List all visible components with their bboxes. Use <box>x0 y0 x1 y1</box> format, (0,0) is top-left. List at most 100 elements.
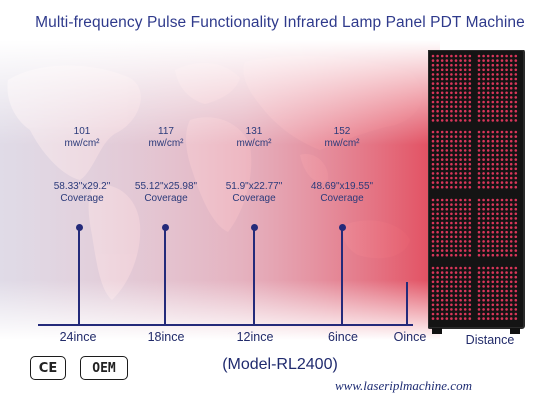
led-dot <box>491 203 495 206</box>
led-dot <box>482 221 485 225</box>
led-dot <box>482 59 485 62</box>
led-dot <box>496 207 499 211</box>
led-dot <box>505 212 508 216</box>
led-dot <box>486 203 490 206</box>
led-dot <box>486 317 490 320</box>
led-dot <box>496 135 499 138</box>
led-dot <box>431 144 435 148</box>
led-dot <box>440 240 444 243</box>
coverage-size: 58.33"x29.2" <box>53 181 111 192</box>
led-dot <box>486 294 490 297</box>
led-dot <box>431 317 435 320</box>
led-dot <box>477 240 481 243</box>
led-dot <box>454 114 458 118</box>
led-dot <box>477 153 481 157</box>
led-dot <box>454 266 458 270</box>
led-dot <box>509 158 513 161</box>
led-dot <box>454 176 458 180</box>
led-dot <box>509 308 513 311</box>
led-dot <box>496 73 499 76</box>
led-dot <box>514 298 518 302</box>
led-dot <box>459 285 462 288</box>
led-dot <box>436 181 439 184</box>
led-dot <box>450 63 453 67</box>
led-dot <box>440 114 444 118</box>
led-dot <box>436 59 439 62</box>
led-dot <box>491 162 495 166</box>
led-dot <box>431 285 435 288</box>
led-dot <box>482 181 485 184</box>
led-dot <box>482 63 485 67</box>
led-dot <box>491 86 495 90</box>
marker-dot-18 <box>162 224 169 231</box>
led-dot <box>454 172 458 175</box>
led-dot <box>491 100 495 104</box>
led-dot <box>491 294 495 297</box>
led-dot <box>505 185 508 189</box>
led-dot <box>482 162 485 166</box>
led-dot <box>482 235 485 239</box>
led-dot <box>491 68 495 72</box>
led-dot <box>450 294 453 297</box>
led-dot <box>436 109 439 113</box>
led-dot <box>440 303 444 307</box>
led-dot <box>491 230 495 234</box>
led-dot <box>445 235 449 239</box>
led-dot <box>440 230 444 234</box>
led-dot <box>436 96 439 99</box>
led-dot <box>454 96 458 99</box>
led-dot <box>468 312 472 316</box>
led-dot <box>468 158 472 161</box>
coverage-size: 51.9"x22.77" <box>225 181 283 192</box>
led-dot <box>496 203 499 206</box>
led-dot <box>468 105 472 108</box>
led-dot <box>440 105 444 108</box>
led-dot <box>477 135 481 138</box>
led-dot <box>500 217 504 220</box>
led-dot <box>445 303 449 307</box>
led-dot <box>496 275 499 279</box>
led-dot <box>454 158 458 161</box>
led-dot <box>482 303 485 307</box>
led-dot <box>459 119 462 122</box>
led-dot <box>440 289 444 293</box>
led-dot <box>477 114 481 118</box>
led-dot <box>445 294 449 297</box>
led-dot <box>468 181 472 184</box>
led-dot <box>505 149 508 152</box>
led-dot <box>505 181 508 184</box>
led-dot <box>440 68 444 72</box>
led-dot <box>491 235 495 239</box>
led-dot <box>459 235 462 239</box>
led-dot <box>440 54 444 58</box>
led-dot <box>454 253 458 257</box>
led-dot <box>500 158 504 161</box>
led-dot <box>436 100 439 104</box>
led-dot <box>468 139 472 143</box>
led-dot <box>440 312 444 316</box>
led-dot <box>482 207 485 211</box>
led-dot <box>496 130 499 134</box>
led-dot <box>440 266 444 270</box>
led-dot <box>431 176 435 180</box>
led-dot <box>463 298 467 302</box>
led-dot <box>496 294 499 297</box>
led-dot <box>496 308 499 311</box>
led-dot <box>509 217 513 220</box>
led-dot <box>450 230 453 234</box>
led-dot <box>482 153 485 157</box>
led-dot <box>500 289 504 293</box>
led-dot <box>445 54 449 58</box>
led-dot <box>491 266 495 270</box>
led-dot <box>436 144 439 148</box>
led-dot <box>454 221 458 225</box>
led-dot <box>440 149 444 152</box>
led-dot <box>463 167 467 171</box>
led-dot <box>486 172 490 175</box>
led-dot <box>468 162 472 166</box>
led-dot <box>496 82 499 85</box>
model-label: (Model-RL2400) <box>222 356 338 373</box>
led-dot <box>450 59 453 62</box>
led-dot <box>450 130 453 134</box>
led-dot <box>486 153 490 157</box>
